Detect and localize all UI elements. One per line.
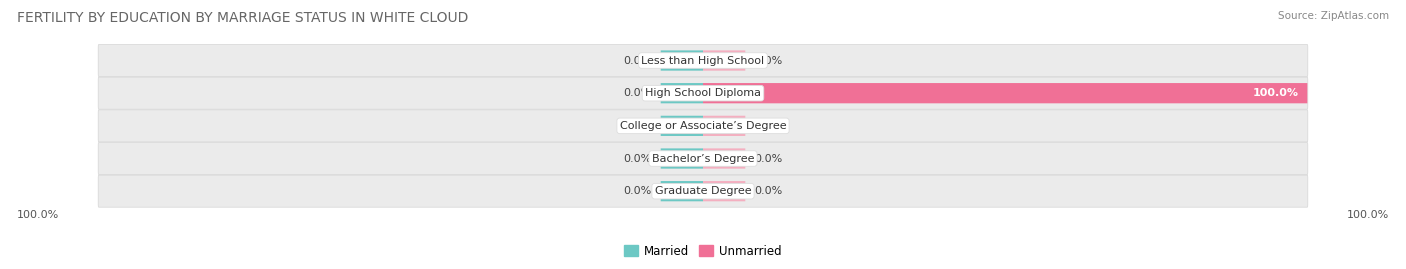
Text: Graduate Degree: Graduate Degree [655, 186, 751, 196]
Text: 0.0%: 0.0% [623, 88, 651, 98]
Text: 0.0%: 0.0% [755, 55, 783, 66]
FancyBboxPatch shape [703, 148, 745, 169]
FancyBboxPatch shape [661, 181, 703, 201]
Text: 0.0%: 0.0% [755, 186, 783, 196]
Text: High School Diploma: High School Diploma [645, 88, 761, 98]
FancyBboxPatch shape [661, 50, 703, 71]
FancyBboxPatch shape [703, 83, 1308, 103]
Text: 100.0%: 100.0% [17, 210, 59, 220]
FancyBboxPatch shape [661, 116, 703, 136]
FancyBboxPatch shape [98, 110, 1308, 142]
Text: 0.0%: 0.0% [623, 186, 651, 196]
Text: College or Associate’s Degree: College or Associate’s Degree [620, 121, 786, 131]
FancyBboxPatch shape [98, 175, 1308, 207]
FancyBboxPatch shape [703, 181, 745, 201]
Text: Less than High School: Less than High School [641, 55, 765, 66]
FancyBboxPatch shape [661, 83, 703, 103]
FancyBboxPatch shape [98, 44, 1308, 77]
FancyBboxPatch shape [98, 77, 1308, 109]
Text: Bachelor’s Degree: Bachelor’s Degree [652, 154, 754, 164]
FancyBboxPatch shape [703, 50, 745, 71]
Text: Source: ZipAtlas.com: Source: ZipAtlas.com [1278, 11, 1389, 21]
FancyBboxPatch shape [703, 116, 745, 136]
FancyBboxPatch shape [98, 143, 1308, 175]
Text: 0.0%: 0.0% [623, 55, 651, 66]
Text: 0.0%: 0.0% [755, 121, 783, 131]
Legend: Married, Unmarried: Married, Unmarried [620, 240, 786, 262]
FancyBboxPatch shape [661, 148, 703, 169]
Text: 0.0%: 0.0% [623, 121, 651, 131]
Text: 100.0%: 100.0% [1347, 210, 1389, 220]
Text: 100.0%: 100.0% [1253, 88, 1298, 98]
Text: 0.0%: 0.0% [755, 154, 783, 164]
Text: 0.0%: 0.0% [623, 154, 651, 164]
Text: FERTILITY BY EDUCATION BY MARRIAGE STATUS IN WHITE CLOUD: FERTILITY BY EDUCATION BY MARRIAGE STATU… [17, 11, 468, 25]
